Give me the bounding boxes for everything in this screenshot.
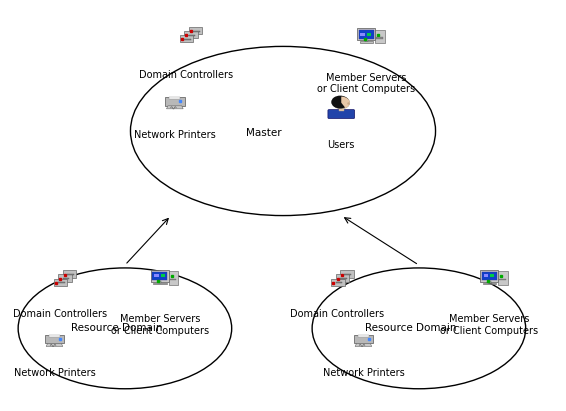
FancyBboxPatch shape	[151, 270, 169, 282]
FancyBboxPatch shape	[58, 275, 72, 282]
FancyBboxPatch shape	[359, 30, 374, 39]
Circle shape	[333, 97, 350, 109]
Text: Network Printers: Network Printers	[14, 368, 95, 378]
Text: Master: Master	[246, 128, 281, 138]
FancyBboxPatch shape	[49, 335, 60, 337]
FancyBboxPatch shape	[358, 335, 369, 337]
FancyBboxPatch shape	[483, 275, 488, 277]
FancyBboxPatch shape	[482, 272, 497, 280]
FancyBboxPatch shape	[361, 33, 365, 36]
Polygon shape	[46, 344, 63, 346]
FancyBboxPatch shape	[480, 270, 499, 282]
FancyBboxPatch shape	[63, 270, 76, 278]
FancyBboxPatch shape	[158, 281, 161, 284]
FancyBboxPatch shape	[180, 35, 193, 42]
FancyBboxPatch shape	[63, 278, 70, 279]
FancyBboxPatch shape	[499, 279, 505, 280]
FancyBboxPatch shape	[490, 275, 494, 277]
Text: Network Printers: Network Printers	[323, 368, 404, 378]
FancyBboxPatch shape	[165, 97, 185, 106]
FancyBboxPatch shape	[354, 335, 373, 344]
Circle shape	[331, 96, 349, 109]
FancyBboxPatch shape	[188, 35, 195, 36]
FancyBboxPatch shape	[184, 39, 191, 40]
FancyBboxPatch shape	[58, 282, 65, 284]
FancyBboxPatch shape	[340, 270, 354, 278]
Text: Resource Domain: Resource Domain	[365, 323, 456, 333]
FancyBboxPatch shape	[367, 33, 371, 36]
FancyBboxPatch shape	[357, 28, 375, 40]
FancyBboxPatch shape	[45, 335, 64, 344]
FancyBboxPatch shape	[169, 97, 181, 99]
FancyBboxPatch shape	[376, 37, 383, 39]
FancyBboxPatch shape	[169, 271, 178, 285]
Polygon shape	[166, 106, 183, 109]
FancyBboxPatch shape	[161, 275, 165, 277]
FancyBboxPatch shape	[336, 282, 342, 284]
FancyBboxPatch shape	[67, 274, 74, 275]
FancyBboxPatch shape	[499, 271, 508, 285]
Text: Domain Controllers: Domain Controllers	[13, 309, 107, 319]
FancyBboxPatch shape	[185, 31, 198, 38]
FancyBboxPatch shape	[193, 30, 200, 32]
Text: Network Printers: Network Printers	[134, 130, 216, 140]
FancyBboxPatch shape	[375, 30, 384, 43]
FancyBboxPatch shape	[328, 110, 354, 118]
FancyBboxPatch shape	[359, 42, 373, 43]
FancyBboxPatch shape	[483, 283, 496, 284]
FancyBboxPatch shape	[331, 279, 345, 286]
Text: Member Servers
or Client Computers: Member Servers or Client Computers	[440, 314, 538, 336]
FancyBboxPatch shape	[365, 39, 367, 42]
FancyBboxPatch shape	[488, 281, 491, 284]
FancyBboxPatch shape	[338, 108, 344, 111]
FancyBboxPatch shape	[344, 274, 351, 275]
Text: Member Servers
or Client Computers: Member Servers or Client Computers	[317, 73, 415, 94]
FancyBboxPatch shape	[153, 283, 166, 284]
FancyBboxPatch shape	[340, 278, 347, 279]
Text: Domain Controllers: Domain Controllers	[139, 70, 233, 80]
FancyBboxPatch shape	[336, 275, 349, 282]
FancyBboxPatch shape	[152, 272, 168, 280]
Wedge shape	[341, 97, 350, 108]
FancyBboxPatch shape	[154, 275, 158, 277]
Text: Resource Domain: Resource Domain	[71, 323, 162, 333]
Text: Member Servers
or Client Computers: Member Servers or Client Computers	[111, 314, 209, 336]
Text: Users: Users	[328, 140, 355, 150]
Polygon shape	[355, 344, 372, 346]
FancyBboxPatch shape	[188, 27, 202, 34]
Text: Domain Controllers: Domain Controllers	[290, 309, 384, 319]
FancyBboxPatch shape	[169, 279, 176, 280]
FancyBboxPatch shape	[54, 279, 67, 286]
